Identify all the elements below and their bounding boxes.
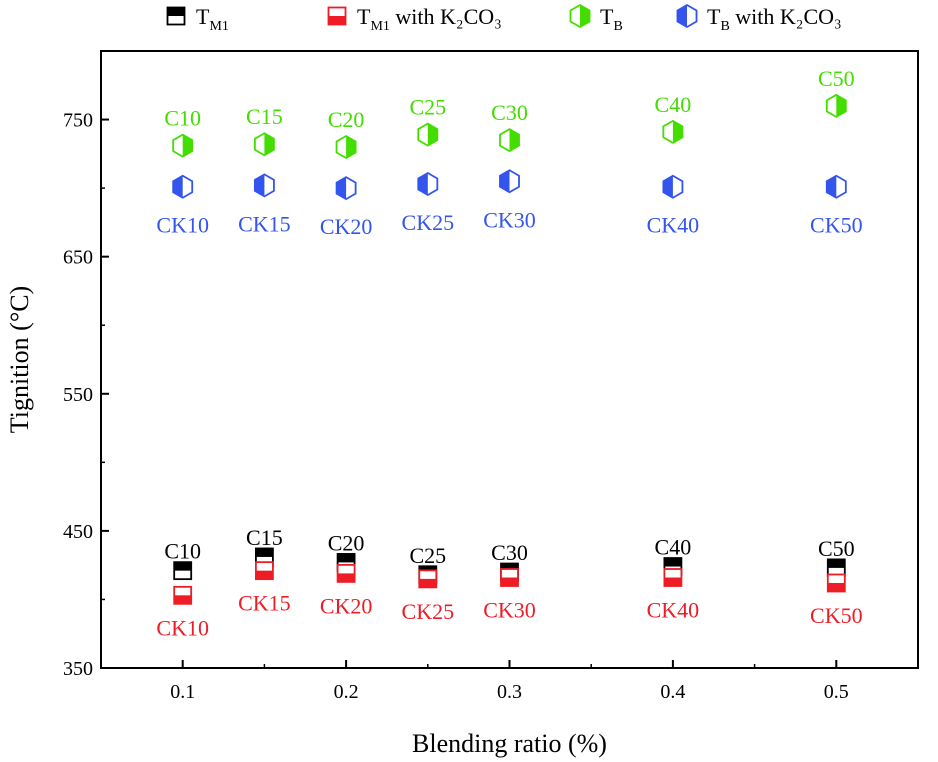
y-axis-title: Tignition (°C): [5, 286, 34, 433]
data-point: [500, 568, 519, 587]
data-label: CK15: [238, 211, 291, 236]
data-label: CK20: [320, 593, 373, 618]
data-label: C10: [164, 106, 201, 131]
legend-label-rest: with K₂CO₃: [390, 4, 502, 29]
data-point: [417, 122, 439, 147]
legend-label-sub: M1: [209, 19, 228, 34]
series-layer: C10 C15 C20 C25 C30 C40 C50 CK10 CK15 CK20 CK25 CK3…: [156, 66, 862, 640]
legend-item-tm1k: TM1 with K₂CO₃: [327, 4, 502, 34]
data-label: C15: [246, 525, 283, 550]
data-point: [253, 173, 275, 198]
legend-marker: [569, 3, 591, 29]
data-point: [336, 563, 356, 583]
data-point: [335, 176, 357, 201]
data-point: [173, 561, 193, 581]
data-label: C25: [409, 95, 446, 120]
data-point: [253, 132, 275, 157]
data-point: [335, 134, 357, 160]
y-tick-label: 550: [63, 384, 93, 406]
data-label: CK40: [647, 213, 700, 238]
data-point: [499, 128, 520, 153]
x-axis: 0.1 0.2 0.3 0.4 0.5: [170, 660, 849, 703]
data-label: C15: [246, 104, 283, 129]
y-tick-label: 650: [63, 247, 93, 269]
x-tick-label: 0.5: [824, 681, 849, 703]
legend-label-sub: B: [720, 19, 729, 34]
data-label: C20: [328, 107, 365, 132]
data-label: CK50: [810, 213, 863, 238]
legend-item-tbk: TB with K₂CO₃: [676, 3, 842, 34]
data-label: C20: [328, 530, 365, 555]
legend-item-tb: TB: [569, 3, 623, 34]
data-label: C30: [491, 100, 528, 125]
data-label: CK15: [238, 591, 291, 616]
data-label: CK10: [156, 615, 209, 640]
x-tick-label: 0.4: [660, 681, 685, 703]
legend-label-main: T: [707, 4, 721, 29]
data-point: [663, 568, 683, 587]
x-tick-label: 0.3: [497, 681, 522, 703]
series-tm1k: CK10 CK15 CK20 CK25 CK30 CK40 CK50: [156, 561, 863, 640]
data-label: CK50: [810, 603, 863, 628]
data-label: C25: [409, 543, 446, 568]
legend-label-rest: with K₂CO₃: [730, 4, 842, 29]
legend-label: TB: [600, 4, 623, 34]
data-label: C40: [655, 92, 692, 117]
legend-label: TM1 with K₂CO₃: [357, 4, 502, 34]
data-label: C10: [164, 539, 201, 564]
data-point: [418, 569, 438, 589]
data-point: [172, 174, 194, 199]
x-tick-label: 0.1: [170, 681, 195, 703]
data-point: [254, 547, 274, 567]
legend-label-sub: M1: [370, 19, 389, 34]
data-point: [662, 174, 684, 199]
data-label: CK30: [483, 207, 536, 232]
data-label: CK20: [320, 214, 373, 239]
data-point: [499, 169, 520, 194]
data-point: [172, 133, 194, 158]
data-point: [825, 174, 847, 199]
series-tbk: CK10 CK15 CK20 CK25 CK30 CK40 CK50: [156, 169, 863, 239]
legend-marker: [676, 3, 698, 29]
data-label: C30: [491, 540, 528, 565]
data-point: [173, 585, 193, 605]
data-label: C50: [818, 66, 855, 91]
data-label: CK10: [156, 213, 209, 238]
data-label: CK30: [483, 598, 536, 623]
data-label: CK25: [402, 210, 455, 235]
data-point: [662, 119, 684, 144]
data-label: C40: [655, 535, 692, 560]
y-axis: 350 450 550 650 750: [63, 110, 109, 680]
data-point: [417, 171, 439, 197]
series-tb: C10 C15 C20 C25 C30 C40 C50: [164, 66, 855, 160]
y-tick-label: 450: [63, 521, 93, 543]
legend-label-main: T: [196, 4, 210, 29]
data-label: C50: [818, 536, 855, 561]
legend-item-tm1: TM1: [166, 4, 229, 34]
y-tick-label: 750: [63, 110, 93, 132]
legend-marker: [166, 6, 186, 26]
data-point: [826, 573, 846, 593]
legend-label-sub: B: [613, 19, 622, 34]
data-point: [825, 93, 847, 118]
legend-marker: [327, 6, 347, 26]
data-label: CK40: [647, 598, 700, 623]
legend-label-main: T: [600, 4, 614, 29]
legend-label-main: T: [357, 4, 371, 29]
x-axis-title: Blending ratio (%): [412, 729, 607, 758]
legend: TM1 TM1 with K₂CO₃ TB TB with K₂CO₃: [166, 3, 842, 34]
data-label: CK25: [402, 599, 455, 624]
x-tick-label: 0.2: [334, 681, 359, 703]
y-tick-label: 350: [63, 658, 93, 680]
legend-label: TM1: [196, 4, 229, 34]
data-point: [254, 561, 274, 581]
legend-label: TB with K₂CO₃: [707, 4, 842, 34]
